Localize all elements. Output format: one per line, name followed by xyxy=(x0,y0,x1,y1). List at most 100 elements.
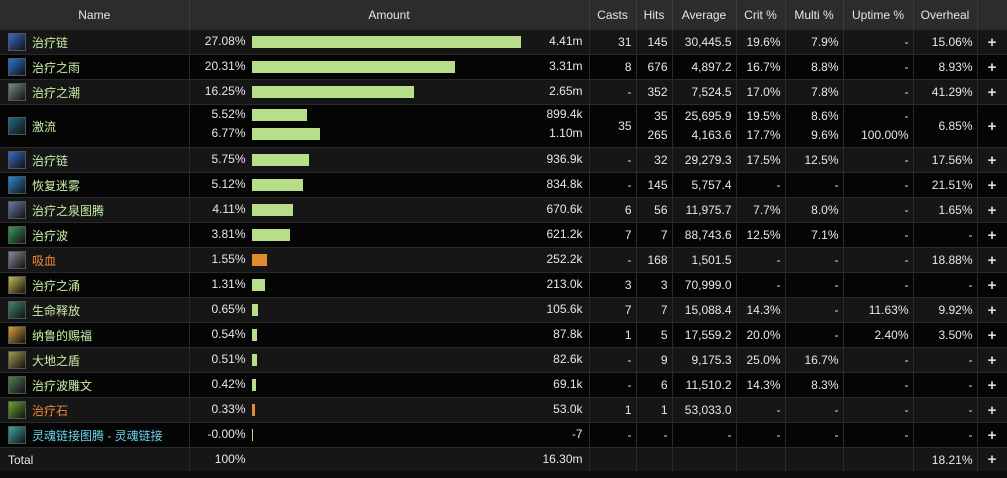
amount-cell: 3.81% 621.2k xyxy=(189,222,590,248)
spell-name[interactable]: 治疗链 xyxy=(32,153,69,168)
spell-name[interactable]: 治疗之潮 xyxy=(32,85,81,100)
uptime-cell: - xyxy=(843,147,914,173)
spell-name[interactable]: 治疗石 xyxy=(32,403,69,418)
spell-name[interactable]: 生命释放 xyxy=(32,303,81,318)
expand-button[interactable]: + xyxy=(977,422,1007,448)
expand-button[interactable]: + xyxy=(977,322,1007,348)
crit-cell: - xyxy=(736,172,786,198)
total-row: Total 100% 16.30m 18.21% + xyxy=(0,447,1007,471)
expand-button[interactable]: + xyxy=(977,79,1007,105)
col-header-amount[interactable]: Amount xyxy=(189,0,590,30)
expand-button[interactable]: + xyxy=(977,172,1007,198)
multi-cell: - xyxy=(785,272,844,298)
overheal-cell: 17.56% xyxy=(913,147,978,173)
overheal-cell: 6.85% xyxy=(913,104,978,148)
table-row[interactable]: 纳鲁的赐福 0.54% 87.8k 1 5 17,559.2 20.0% - 2.40% 3.50… xyxy=(0,322,1007,348)
spell-name[interactable]: 灵魂链接图腾 - 灵魂链接 xyxy=(32,428,163,443)
crit-cell: 19.6% xyxy=(736,29,786,55)
col-header-name[interactable]: Name xyxy=(0,0,190,30)
table-row[interactable]: 治疗石 0.33% 53.0k 1 1 53,033.0- - - - + xyxy=(0,397,1007,423)
overheal-value: 6.85% xyxy=(938,119,973,133)
table-row[interactable]: 生命释放 0.65% 105.6k 7 7 15,088.4 14.3% - 11.63% 9.9… xyxy=(0,297,1007,323)
col-header-multi[interactable]: Multi % xyxy=(785,0,844,30)
amount-bar xyxy=(251,279,265,291)
spell-name[interactable]: 治疗链 xyxy=(32,35,69,50)
expand-button[interactable]: + xyxy=(977,247,1007,273)
total-expand-button[interactable]: + xyxy=(977,447,1007,471)
table-row[interactable]: 治疗链 27.08% 4.41m 31 145 30,445.5 19.6% 7.9% - 15.… xyxy=(0,29,1007,55)
average-value: 5,757.4 xyxy=(691,178,732,192)
average-value: 4,163.6 xyxy=(691,128,732,142)
spell-name[interactable]: 大地之盾 xyxy=(32,353,81,368)
table-row[interactable]: 治疗之雨 20.31% 3.31m 8 676 4,897.2 16.7% 8.8% - 8.93… xyxy=(0,54,1007,80)
amount-bar xyxy=(251,61,455,73)
amount-bar xyxy=(251,429,253,441)
table-row[interactable]: 激流 5.52% 899.4k 6.77% 1.10m 35 35 265 25,695.9 4,… xyxy=(0,104,1007,148)
table-row[interactable]: 治疗波雕文 0.42% 69.1k -6 11,510.2 14.3% 8.3% - - + xyxy=(0,372,1007,398)
spell-name[interactable]: 吸血 xyxy=(32,253,57,268)
expand-button[interactable]: + xyxy=(977,197,1007,223)
spell-name-wrap: 治疗之潮 xyxy=(4,83,185,101)
spell-name-cell: 激流 xyxy=(0,104,190,148)
table-row[interactable]: 治疗波 3.81% 621.2k 7 7 88,743.6 12.5% 7.1% - - + xyxy=(0,222,1007,248)
overheal-cell: - xyxy=(913,347,978,373)
expand-button[interactable]: + xyxy=(977,372,1007,398)
spell-name-wrap: 吸血 xyxy=(4,251,185,269)
crit-value: - xyxy=(776,178,781,192)
crit-value: - xyxy=(776,428,781,442)
col-header-casts[interactable]: Casts xyxy=(589,0,637,30)
overheal-value: 1.65% xyxy=(938,203,973,217)
uptime-cell: - xyxy=(843,422,914,448)
amount-value: 2.65m xyxy=(549,84,583,98)
crit-value: 17.5% xyxy=(746,153,781,167)
overheal-value: - xyxy=(968,228,973,242)
table-row[interactable]: 治疗链 5.75% 936.9k - 32 29,279.3 17.5% 12.5% - 17.5… xyxy=(0,147,1007,173)
overheal-cell: 8.93% xyxy=(913,54,978,80)
table-row[interactable]: 恢复迷雾 5.12% 834.8k - 145 5,757.4 - - - 21.51% + xyxy=(0,172,1007,198)
expand-button[interactable]: + xyxy=(977,397,1007,423)
col-header-crit[interactable]: Crit % xyxy=(736,0,786,30)
col-header-hits[interactable]: Hits xyxy=(636,0,673,30)
multi-cell: - xyxy=(785,297,844,323)
casts-cell: - xyxy=(589,347,637,373)
casts-value: 6 xyxy=(624,203,632,217)
spell-name[interactable]: 治疗之雨 xyxy=(32,60,81,75)
col-header-average[interactable]: Average xyxy=(672,0,737,30)
spell-name[interactable]: 激流 xyxy=(32,119,57,134)
table-row[interactable]: 治疗之潮 16.25% 2.65m - 352 7,524.5 17.0% 7.8% - 41.2… xyxy=(0,79,1007,105)
spell-name[interactable]: 治疗波 xyxy=(32,228,69,243)
col-header-uptime[interactable]: Uptime % xyxy=(843,0,914,30)
spell-name[interactable]: 恢复迷雾 xyxy=(32,178,81,193)
expand-button[interactable]: + xyxy=(977,297,1007,323)
average-value: 1,501.5 xyxy=(691,253,732,267)
average-cell: 5,757.4 xyxy=(672,172,737,198)
table-row[interactable]: 灵魂链接图腾 - 灵魂链接 -0.00% -7- - - - - - - + xyxy=(0,422,1007,448)
expand-button[interactable]: + xyxy=(977,29,1007,55)
expand-button[interactable]: + xyxy=(977,147,1007,173)
crit-value: 16.7% xyxy=(746,60,781,74)
casts-value: 35 xyxy=(618,118,632,133)
table-row[interactable]: 治疗之泉图腾 4.11% 670.6k 6 56 11,975.7 7.7% 8.0% - 1.6… xyxy=(0,197,1007,223)
crit-cell: - xyxy=(736,272,786,298)
expand-button[interactable]: + xyxy=(977,347,1007,373)
table-row[interactable]: 治疗之涌 1.31% 213.0k 3 3 70,999.0- - - - + xyxy=(0,272,1007,298)
crit-cell: 20.0% xyxy=(736,322,786,348)
hits-value: 6 xyxy=(660,378,668,392)
average-cell: 30,445.5 xyxy=(672,29,737,55)
expand-button[interactable]: + xyxy=(977,272,1007,298)
spell-name[interactable]: 治疗波雕文 xyxy=(32,378,93,393)
leech-icon xyxy=(8,251,26,269)
expand-button[interactable]: + xyxy=(977,54,1007,80)
expand-button[interactable]: + xyxy=(977,222,1007,248)
spell-name[interactable]: 治疗之泉图腾 xyxy=(32,203,105,218)
uptime-cell: - xyxy=(843,372,914,398)
spell-name[interactable]: 治疗之涌 xyxy=(32,278,81,293)
col-header-overheal[interactable]: Overheal xyxy=(913,0,978,30)
average-cell: 70,999.0 xyxy=(672,272,737,298)
overheal-cell: 15.06% xyxy=(913,29,978,55)
multi-value: - xyxy=(834,303,839,317)
table-row[interactable]: 大地之盾 0.51% 82.6k -9 9,175.3 25.0% 16.7% - - + xyxy=(0,347,1007,373)
table-row[interactable]: 吸血 1.55% 252.2k - 168 1,501.5 - - - 18.88% + xyxy=(0,247,1007,273)
spell-name[interactable]: 纳鲁的赐福 xyxy=(32,328,93,343)
expand-button[interactable]: + xyxy=(977,104,1007,148)
